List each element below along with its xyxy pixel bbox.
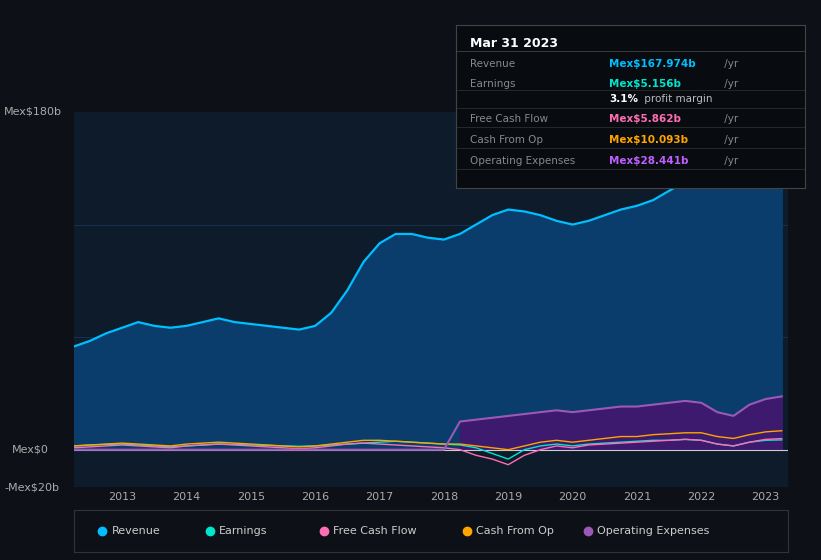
- Text: Earnings: Earnings: [219, 526, 268, 535]
- Text: Earnings: Earnings: [470, 78, 515, 88]
- Text: Free Cash Flow: Free Cash Flow: [470, 114, 548, 124]
- Text: Mex$5.862b: Mex$5.862b: [609, 114, 681, 124]
- Text: Cash From Op: Cash From Op: [476, 526, 554, 535]
- Text: Mex$167.974b: Mex$167.974b: [609, 59, 696, 69]
- Text: Mex$0: Mex$0: [12, 445, 49, 455]
- Text: Revenue: Revenue: [112, 526, 160, 535]
- Text: /yr: /yr: [721, 135, 738, 144]
- Text: -Mex$20b: -Mex$20b: [4, 482, 59, 492]
- Text: Mex$180b: Mex$180b: [4, 107, 62, 117]
- Text: Mar 31 2023: Mar 31 2023: [470, 36, 557, 50]
- Text: Revenue: Revenue: [470, 59, 515, 69]
- Text: profit margin: profit margin: [640, 94, 712, 104]
- Text: Operating Expenses: Operating Expenses: [470, 156, 575, 166]
- Text: /yr: /yr: [721, 78, 738, 88]
- Text: /yr: /yr: [721, 114, 738, 124]
- Text: Free Cash Flow: Free Cash Flow: [333, 526, 417, 535]
- Text: Operating Expenses: Operating Expenses: [598, 526, 710, 535]
- Text: /yr: /yr: [721, 156, 738, 166]
- Text: Mex$5.156b: Mex$5.156b: [609, 78, 681, 88]
- Text: Cash From Op: Cash From Op: [470, 135, 543, 144]
- Text: 3.1%: 3.1%: [609, 94, 638, 104]
- Text: Mex$10.093b: Mex$10.093b: [609, 135, 688, 144]
- Text: Mex$28.441b: Mex$28.441b: [609, 156, 689, 166]
- Text: /yr: /yr: [721, 59, 738, 69]
